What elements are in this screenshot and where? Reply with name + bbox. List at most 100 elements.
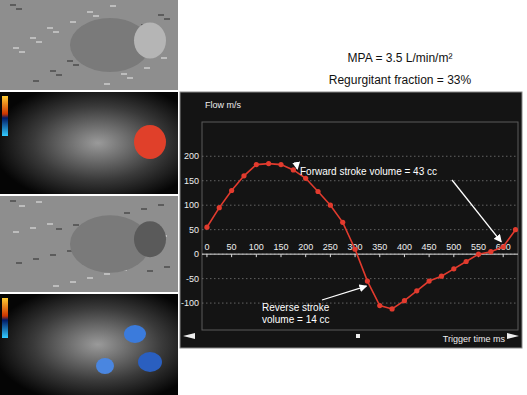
noise: [36, 201, 42, 203]
grid-line: [202, 278, 518, 279]
noise: [158, 204, 164, 206]
y-tick-label: 200: [184, 151, 199, 161]
x-tick: [404, 254, 405, 257]
noise: [30, 37, 36, 39]
noise: [70, 21, 76, 23]
x-tick-label: 450: [422, 242, 437, 252]
noise: [67, 60, 73, 62]
noise: [121, 73, 127, 75]
noise: [164, 18, 170, 20]
x-tick-label: 250: [323, 242, 338, 252]
noise: [158, 14, 164, 16]
subtitle: Regurgitant fraction = 33%: [329, 73, 472, 87]
grid-line: [202, 156, 518, 157]
x-tick-label: 200: [298, 242, 313, 252]
x-axis-label: Trigger time ms: [443, 334, 506, 344]
grid-line: [202, 180, 518, 181]
x-axis-line: [202, 254, 518, 255]
data-point: [377, 303, 382, 308]
data-point: [389, 306, 394, 311]
y-tick-label: -100: [181, 298, 199, 308]
noise: [104, 83, 110, 85]
data-point: [451, 266, 456, 271]
noise: [19, 51, 25, 53]
data-point: [402, 298, 407, 303]
x-tick: [281, 254, 282, 257]
noise: [33, 258, 39, 260]
noise: [110, 5, 116, 7]
x-tick: [503, 254, 504, 257]
data-point: [204, 225, 209, 230]
annotation-line: Reverse stroke: [262, 302, 330, 313]
flow-region: [96, 358, 114, 374]
noise: [50, 70, 56, 72]
mri-panel: [0, 294, 178, 395]
flow-region: [138, 352, 162, 372]
data-point: [241, 173, 246, 178]
data-group: [204, 161, 518, 312]
noise: [104, 273, 110, 275]
annotation-arrow: [296, 167, 298, 169]
color-scale: [2, 298, 8, 338]
noise: [16, 8, 22, 10]
x-tick-label: 600: [496, 242, 511, 252]
annotation: Forward stroke volume = 43 cc: [300, 166, 437, 177]
noise: [10, 4, 16, 6]
noise: [141, 208, 147, 210]
grid-line: [202, 205, 518, 206]
annotation-line: volume = 14 cc: [262, 314, 330, 325]
noise: [30, 227, 36, 229]
x-tick-label: 100: [249, 242, 264, 252]
marker-triangle: [183, 333, 195, 339]
noise: [56, 228, 62, 230]
noise: [47, 223, 53, 225]
noise: [93, 15, 99, 17]
noise: [19, 205, 25, 207]
x-tick: [355, 254, 356, 257]
canvas: MPA = 3.5 L/min/m² Regurgitant fraction =…: [0, 0, 527, 395]
noise: [147, 270, 153, 272]
noise: [33, 80, 39, 82]
magnitude-image: [0, 92, 178, 194]
y-tick-label: -50: [186, 274, 199, 284]
noise: [53, 31, 59, 33]
noise: [53, 285, 59, 287]
flow-line: [207, 164, 516, 309]
chart-panel: [180, 92, 522, 348]
data-point: [476, 252, 481, 257]
x-tick-label: 50: [227, 242, 237, 252]
data-point: [266, 161, 271, 166]
data-point: [229, 188, 234, 193]
title: MPA = 3.5 L/min/m²: [348, 51, 453, 65]
noise: [47, 27, 53, 29]
x-tick-label: 0: [204, 242, 209, 252]
grid-line: [202, 254, 518, 255]
data-point: [278, 162, 283, 167]
data-point: [315, 189, 320, 194]
noise: [124, 212, 130, 214]
annotation-arrow: [322, 286, 366, 300]
noise: [13, 47, 19, 49]
data-point: [365, 278, 370, 283]
x-tick-label: 150: [273, 242, 288, 252]
y-tick-label: 50: [189, 225, 199, 235]
x-tick: [305, 254, 306, 257]
x-tick: [231, 254, 232, 257]
noise: [144, 67, 150, 69]
x-tick: [379, 254, 380, 257]
magnitude-image: [0, 294, 178, 395]
phase-image: [0, 0, 178, 90]
noise: [164, 266, 170, 268]
x-tick-label: 300: [348, 242, 363, 252]
data-point: [427, 278, 432, 283]
x-tick-label: 400: [397, 242, 412, 252]
noise: [87, 11, 93, 13]
noise: [36, 41, 42, 43]
data-point: [414, 288, 419, 293]
noise: [73, 64, 79, 66]
vessel: [134, 221, 166, 257]
vessel: [134, 23, 166, 59]
data-point: [254, 162, 259, 167]
x-tick: [206, 254, 207, 257]
x-tick-label: 350: [372, 242, 387, 252]
